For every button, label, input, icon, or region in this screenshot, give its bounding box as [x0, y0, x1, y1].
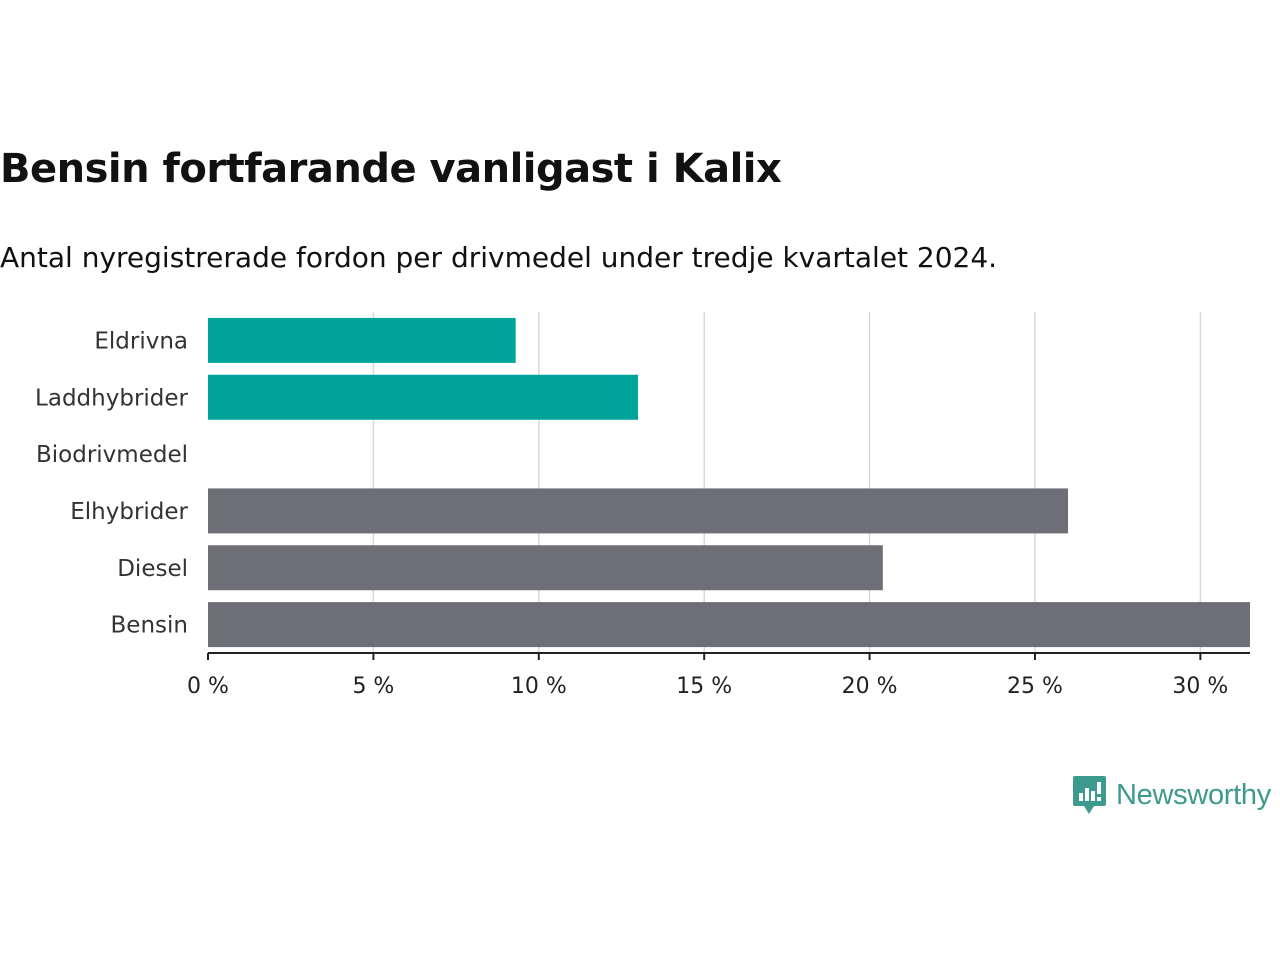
x-tick-label: 15 % [676, 674, 732, 699]
newsworthy-brand: Newsworthy [1072, 774, 1271, 816]
category-label: Biodrivmedel [36, 442, 188, 468]
x-tick-label: 0 % [187, 674, 229, 699]
chart-subtitle: Antal nyregistrerade fordon per drivmede… [0, 241, 998, 274]
bar [208, 317, 516, 363]
category-label: Elhybrider [70, 499, 188, 525]
x-tick-label: 30 % [1172, 674, 1228, 699]
newsworthy-logo-icon [1073, 776, 1106, 814]
bar [208, 602, 1250, 648]
bar [208, 374, 639, 420]
category-label: Laddhybrider [35, 385, 188, 411]
x-tick-label: 25 % [1007, 674, 1063, 699]
x-tick-label: 20 % [842, 674, 898, 699]
category-label: Eldrivna [94, 328, 188, 354]
brand-name: Newsworthy [1116, 778, 1271, 811]
x-tick-label: 5 % [352, 674, 394, 699]
category-label: Bensin [111, 613, 188, 639]
category-label: Diesel [117, 556, 188, 582]
x-tick-label: 10 % [511, 674, 567, 699]
bar [208, 545, 883, 591]
bar [208, 488, 1069, 534]
chart-title: Bensin fortfarande vanligast i Kalix [0, 146, 782, 192]
